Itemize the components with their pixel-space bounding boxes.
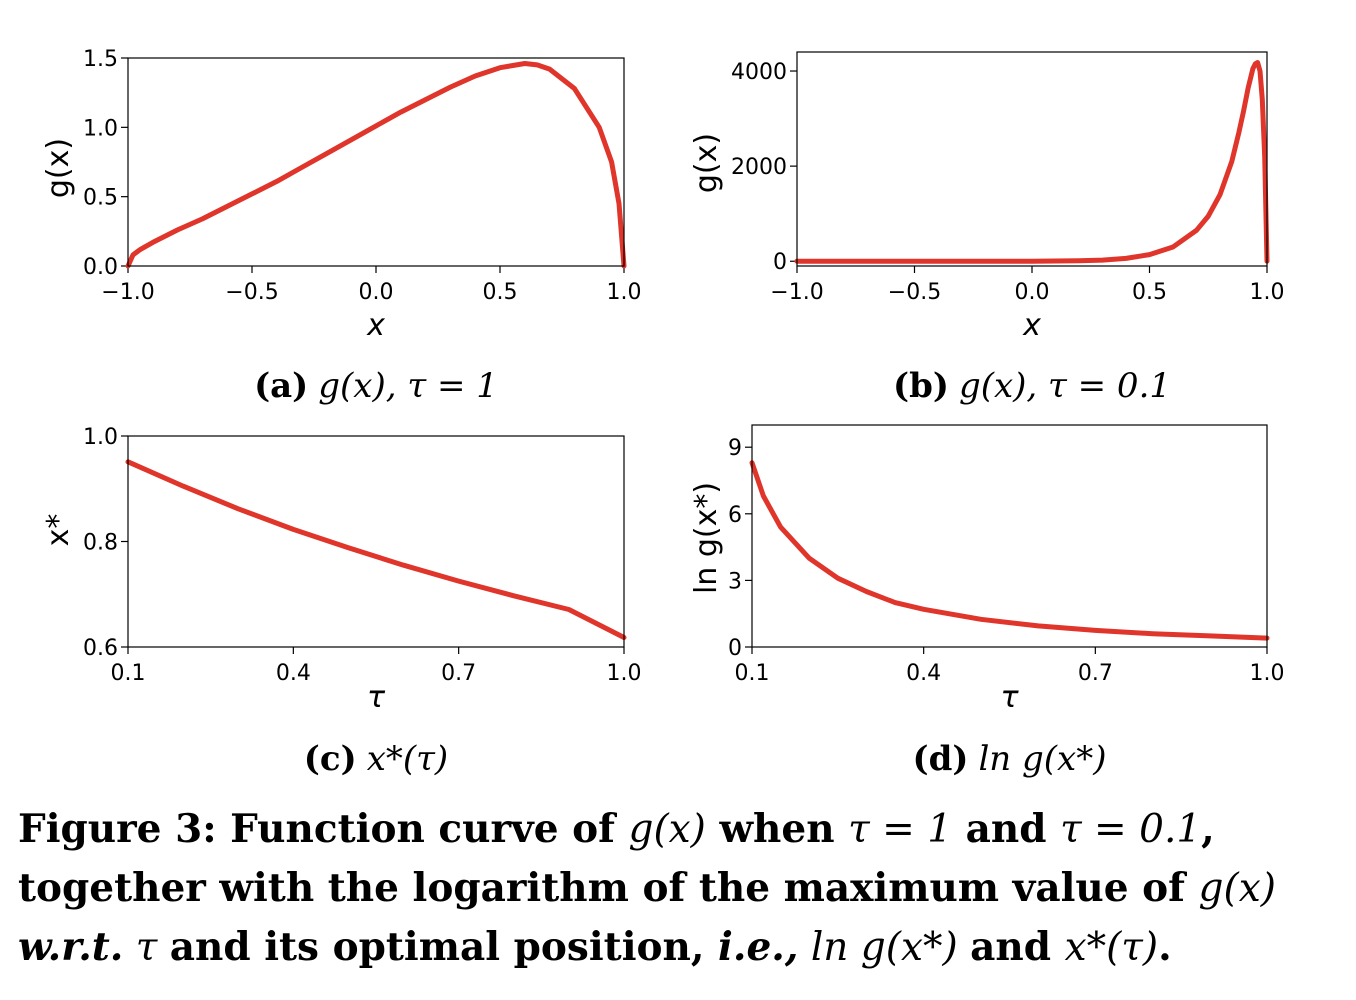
caption-line-1: Figure 3: Function curve of g(x) when τ … bbox=[18, 800, 1328, 859]
x-tick-label: 0.5 bbox=[1132, 280, 1167, 305]
caption-math: τ = 0.1 bbox=[1060, 807, 1202, 852]
x-tick-label: 0.0 bbox=[1015, 280, 1050, 305]
plot-frame bbox=[127, 57, 625, 267]
subplot-caption: (a) g(x), τ = 1 bbox=[254, 366, 498, 406]
y-tick-label: 1.0 bbox=[83, 425, 118, 450]
subplot-c: 0.1 0.4 0.7 1.0 0.6 0.8 1.0 τ x* (c) x*(τ) bbox=[41, 425, 642, 779]
plot-frame bbox=[127, 435, 625, 648]
subplot-caption-label: (c) bbox=[304, 739, 357, 779]
y-axis-label: x* bbox=[41, 514, 76, 547]
caption-text: , bbox=[1201, 806, 1215, 852]
y-tick-label: 2000 bbox=[731, 155, 787, 180]
caption-math: ln g(x*) bbox=[798, 925, 971, 970]
plot-frame bbox=[796, 51, 1268, 267]
subplot-caption-expr: g(x), τ = 1 bbox=[318, 366, 498, 406]
caption-text: and bbox=[952, 806, 1061, 852]
caption-text: when bbox=[705, 806, 849, 852]
series-line bbox=[125, 61, 627, 269]
subplot-caption-expr: ln g(x*) bbox=[978, 739, 1106, 779]
x-tick-label: 0.1 bbox=[111, 661, 146, 686]
subplot-caption: (d) ln g(x*) bbox=[912, 739, 1106, 779]
x-tick-label: 0.4 bbox=[276, 661, 311, 686]
figure-canvas: −1.0 −0.5 0.0 0.5 1.00.00.51.01.5xg(x)(a) g(x… bbox=[41, 47, 1285, 779]
subplot-a: −1.0 −0.5 0.0 0.5 1.0 0.0 0.5 1.0 1.5 x g(x) (a) g(x… bbox=[41, 47, 642, 406]
figure-caption: Figure 3: Function curve of g(x) when τ … bbox=[18, 800, 1328, 977]
subplot-caption-expr: x*(τ) bbox=[367, 739, 449, 779]
x-tick-label: −1.0 bbox=[770, 280, 823, 305]
caption-text: and its optimal position, bbox=[169, 924, 719, 970]
x-tick-label: 1.0 bbox=[607, 661, 642, 686]
caption-math: τ = 1 bbox=[848, 807, 953, 852]
caption-line-3: w.r.t. τ and its optimal position, i.e.,… bbox=[18, 918, 1328, 977]
x-tick-label: −0.5 bbox=[225, 280, 278, 305]
y-tick-label: 0 bbox=[773, 250, 787, 275]
x-tick-label: 0.4 bbox=[906, 661, 941, 686]
y-axis-label: g(x) bbox=[689, 133, 724, 193]
x-tick-label: 0.7 bbox=[441, 661, 476, 686]
x-axis-label: x bbox=[366, 308, 385, 343]
y-tick-label: 1.5 bbox=[83, 47, 118, 72]
y-axis-label: ln g(x*) bbox=[689, 482, 724, 594]
y-tick-label: 0.5 bbox=[83, 186, 118, 211]
caption-text: and bbox=[970, 924, 1065, 970]
caption-text: . bbox=[1158, 924, 1172, 970]
caption-math: g(x) bbox=[628, 807, 706, 852]
caption-text: i.e., bbox=[718, 924, 799, 970]
caption-math: τ bbox=[123, 925, 170, 970]
subplot-b: −1.0 −0.5 0.0 0.5 1.0 0 2000 4000 x g(x) (b) g(x), … bbox=[689, 51, 1285, 406]
x-tick-label: 0.5 bbox=[483, 280, 518, 305]
subplot-caption-label: (b) bbox=[893, 366, 949, 406]
y-tick-label: 9 bbox=[728, 436, 742, 461]
series-line bbox=[125, 459, 627, 640]
x-tick-label: 0.1 bbox=[735, 661, 770, 686]
subplot-caption-label: (a) bbox=[254, 366, 308, 406]
subplot-caption-expr: g(x), τ = 0.1 bbox=[959, 366, 1171, 406]
x-tick-label: −1.0 bbox=[101, 280, 154, 305]
subplot-caption: (b) g(x), τ = 0.1 bbox=[893, 366, 1171, 406]
caption-text: together with the logarithm of the maxim… bbox=[18, 865, 1199, 911]
series-line bbox=[749, 460, 1270, 641]
x-axis-label: x bbox=[1022, 308, 1041, 343]
y-tick-label: 6 bbox=[728, 503, 742, 528]
caption-text: Figure 3: Function curve of bbox=[18, 806, 629, 852]
x-tick-label: 0.0 bbox=[359, 280, 394, 305]
caption-line-2: together with the logarithm of the maxim… bbox=[18, 859, 1328, 918]
caption-math: x*(τ) bbox=[1064, 925, 1159, 970]
series-line bbox=[794, 60, 1270, 264]
plot-frame bbox=[751, 424, 1268, 648]
y-tick-label: 4000 bbox=[731, 60, 787, 85]
y-axis-label: g(x) bbox=[41, 138, 76, 198]
x-tick-label: −0.5 bbox=[888, 280, 941, 305]
y-tick-label: 0.0 bbox=[83, 255, 118, 280]
y-tick-label: 0.8 bbox=[83, 531, 118, 556]
caption-text: w.r.t. bbox=[18, 924, 124, 970]
x-tick-label: 1.0 bbox=[1250, 280, 1285, 305]
caption-math: g(x) bbox=[1198, 866, 1276, 911]
x-tick-label: 0.7 bbox=[1078, 661, 1113, 686]
x-axis-label: τ bbox=[367, 680, 386, 715]
subplot-caption: (c) x*(τ) bbox=[304, 739, 448, 779]
y-tick-label: 3 bbox=[728, 569, 742, 594]
x-tick-label: 1.0 bbox=[607, 280, 642, 305]
y-tick-label: 1.0 bbox=[83, 116, 118, 141]
y-tick-label: 0 bbox=[728, 636, 742, 661]
y-tick-label: 0.6 bbox=[83, 636, 118, 661]
x-tick-label: 1.0 bbox=[1250, 661, 1285, 686]
subplot-caption-label: (d) bbox=[912, 739, 968, 779]
x-axis-label: τ bbox=[1000, 680, 1019, 715]
